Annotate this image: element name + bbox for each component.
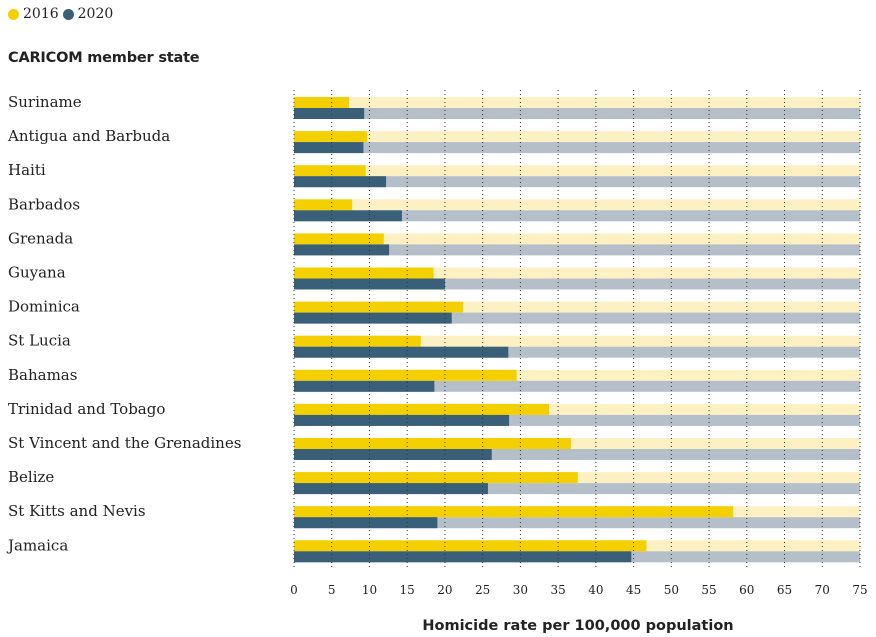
track-2020	[294, 278, 860, 290]
x-tick-label: 55	[701, 583, 716, 597]
category-label: St Kitts and Nevis	[8, 502, 146, 520]
track-2020	[294, 108, 860, 119]
bar-2016	[294, 199, 353, 211]
category-label: Grenada	[8, 229, 73, 247]
category-label: Haiti	[8, 161, 46, 179]
x-tick-label: 15	[400, 583, 415, 597]
track-2016	[294, 301, 860, 313]
x-tick-label: 0	[290, 583, 298, 597]
x-tick-label: 25	[475, 583, 490, 597]
track-2020	[294, 346, 860, 358]
track-2016	[294, 233, 860, 245]
bar-2020	[294, 312, 452, 324]
x-tick-label: 50	[664, 583, 679, 597]
bar-2020	[294, 210, 402, 222]
x-axis-title: Homicide rate per 100,000 population	[422, 618, 734, 634]
x-tick-label: 60	[739, 583, 754, 597]
x-tick-label: 65	[777, 583, 792, 597]
legend-label-2016: 2016	[23, 6, 59, 22]
category-label: Belize	[8, 468, 54, 486]
track-2020	[294, 142, 860, 154]
category-label: Barbados	[8, 195, 80, 213]
bar-2016	[294, 506, 734, 518]
bar-2020	[294, 517, 438, 529]
x-tick-label: 10	[362, 583, 377, 597]
x-tick-label: 35	[550, 583, 565, 597]
track-2020	[294, 312, 860, 324]
legend-swatch-2016-icon	[8, 8, 19, 20]
track-2016	[294, 438, 860, 449]
track-2016	[294, 165, 860, 177]
track-2020	[294, 414, 860, 426]
bar-2016	[294, 301, 464, 313]
x-tick-label: 70	[815, 583, 830, 597]
track-2020	[294, 517, 860, 529]
track-2020	[294, 210, 860, 222]
bar-2016	[294, 540, 647, 552]
category-label: Antigua and Barbuda	[7, 127, 170, 145]
x-tick-label: 40	[588, 583, 603, 597]
bar-2020	[294, 483, 488, 495]
bar-2016	[294, 233, 384, 245]
bar-2016	[294, 403, 550, 415]
bar-2020	[294, 108, 365, 119]
track-2016	[294, 97, 860, 108]
track-2020	[294, 244, 860, 256]
bar-2020	[294, 551, 632, 563]
bar-2016	[294, 472, 578, 484]
category-label: Trinidad and Tobago	[8, 400, 165, 418]
track-2020	[294, 483, 860, 495]
bar-2020	[294, 278, 445, 290]
bar-2016	[294, 335, 421, 347]
track-2016	[294, 335, 860, 347]
legend-item-2016: 2016	[8, 6, 59, 22]
category-label: Suriname	[8, 93, 82, 111]
x-tick-label: 5	[328, 583, 336, 597]
bar-2020	[294, 449, 492, 460]
track-2020	[294, 380, 860, 392]
bar-2020	[294, 380, 435, 392]
track-2016	[294, 199, 860, 211]
bar-2016	[294, 131, 368, 143]
track-2016	[294, 131, 860, 143]
category-label: Guyana	[8, 264, 66, 282]
category-heading: CARICOM member state	[8, 50, 200, 66]
legend-item-2020: 2020	[62, 6, 114, 22]
track-2016	[294, 369, 860, 381]
bar-2020	[294, 346, 509, 358]
bar-2020	[294, 414, 510, 426]
legend-label-2020: 2020	[77, 6, 114, 22]
category-label: St Vincent and the Grenadines	[8, 434, 241, 452]
track-2020	[294, 449, 860, 460]
legend: 2016 2020	[8, 6, 117, 22]
bar-2016	[294, 165, 366, 177]
track-2016	[294, 267, 860, 279]
x-tick-label: 20	[437, 583, 452, 597]
category-label: Jamaica	[6, 536, 68, 554]
x-tick-label: 30	[513, 583, 528, 597]
bar-2016	[294, 97, 350, 108]
x-tick-label: 75	[852, 583, 867, 597]
bar-2016	[294, 267, 434, 279]
category-label: Dominica	[8, 298, 80, 316]
bar-2016	[294, 369, 517, 381]
bar-2020	[294, 142, 364, 154]
track-2016	[294, 403, 860, 415]
bar-2020	[294, 244, 390, 256]
x-tick-label: 45	[626, 583, 641, 597]
bar-2020	[294, 176, 387, 188]
bar-2016	[294, 438, 571, 449]
category-label: St Lucia	[8, 332, 71, 350]
legend-swatch-2020-icon	[62, 8, 74, 20]
track-2020	[294, 176, 860, 188]
category-label: Bahamas	[8, 366, 77, 384]
